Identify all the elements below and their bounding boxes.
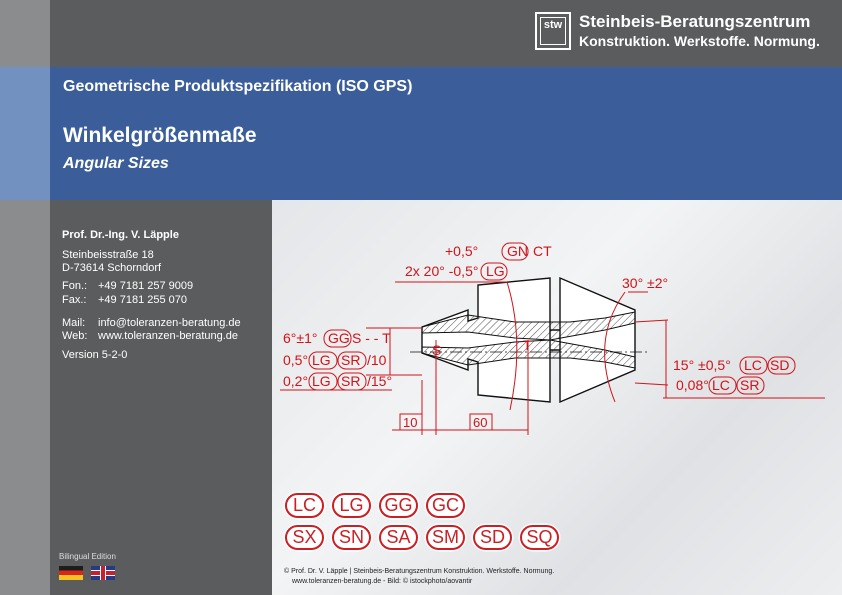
ann-30: 30° ±2° <box>622 275 668 291</box>
left-strip <box>0 0 50 67</box>
city: D-73614 Schorndorf <box>62 262 162 274</box>
street: Steinbeisstraße 18 <box>62 249 154 261</box>
ann-008: 0,08° <box>676 377 709 393</box>
modifier-sd: SD <box>473 525 512 550</box>
edition-label: Bilingual Edition <box>59 552 116 561</box>
dim-60: 60 <box>473 415 487 430</box>
ann-02-lg: LG <box>312 373 331 389</box>
ann-15-lc: LC <box>744 357 762 373</box>
modifier-symbols: LC LG GG GC SX SN SA SM SD SQ <box>285 493 559 557</box>
fax-label: Fax.: <box>62 294 87 306</box>
ann-15-sd: SD <box>770 357 789 373</box>
brand-tagline: Konstruktion. Werkstoffe. Normung. <box>579 33 820 49</box>
web-link[interactable]: www.toleranzen-beratung.de <box>98 330 239 342</box>
left-strip-bottom <box>0 200 50 595</box>
title-banner: Geometrische Produktspezifikation (ISO G… <box>50 67 842 200</box>
author-name: Prof. Dr.-Ing. V. Läpple <box>62 229 179 241</box>
modifier-gc: GC <box>426 493 465 518</box>
ann-15: 15° ±0,5° <box>673 357 731 373</box>
modifier-gg: GG <box>379 493 418 518</box>
brand-name: Steinbeis-Beratungszentrum <box>579 12 811 31</box>
modifier-sa: SA <box>379 525 418 550</box>
ann-gn-value: +0,5° <box>445 243 478 259</box>
logo-mark: stw <box>540 17 566 45</box>
de-flag-icon <box>59 566 83 580</box>
left-strip-blue <box>0 67 50 200</box>
mail-link[interactable]: info@toleranzen-beratung.de <box>98 317 241 329</box>
subtitle: Geometrische Produktspezifikation (ISO G… <box>63 78 413 95</box>
ann-gn: GN <box>507 243 528 259</box>
collet-drawing: +0,5° GN CT 2x 20° -0,5° LG 30° ±2° 6°±1… <box>280 242 825 435</box>
ann-lg: LG <box>486 263 505 279</box>
ann-6: 6°±1° <box>283 330 317 346</box>
ann-05-sr: SR <box>341 352 360 368</box>
mail-label: Mail: <box>62 317 86 329</box>
phone: +49 7181 257 9009 <box>98 280 194 292</box>
ann-05-lg: LG <box>312 352 331 368</box>
ann-05-suffix: /10 <box>367 352 387 368</box>
author-panel: Prof. Dr.-Ing. V. Läpple Steinbeisstraße… <box>50 200 272 595</box>
section-t: T <box>523 337 532 353</box>
modifier-sq: SQ <box>520 525 559 550</box>
ann-ct: CT <box>533 243 552 259</box>
copyright-line: © Prof. Dr. V. Läpple | Steinbeis-Beratu… <box>284 568 555 575</box>
header <box>50 0 842 67</box>
ann-02-suffix: /15° <box>367 373 392 389</box>
ann-lg-top: 2x 20° -0,5° <box>405 263 478 279</box>
modifier-sn: SN <box>332 525 371 550</box>
modifier-lg: LG <box>332 493 371 518</box>
fax: +49 7181 255 070 <box>98 294 188 306</box>
uk-flag-icon <box>91 566 115 580</box>
ann-008-lc: LC <box>712 377 730 393</box>
credit-line: www.toleranzen-beratung.de - Bild: © ist… <box>292 578 473 585</box>
ann-gg: GG <box>328 330 350 346</box>
ann-02: 0,2° <box>283 373 308 389</box>
dim-10: 10 <box>403 415 417 430</box>
web-label: Web: <box>62 330 88 342</box>
version: Version 5-2-0 <box>62 349 128 361</box>
ann-02-sr: SR <box>341 373 360 389</box>
section-s: S <box>432 342 441 358</box>
modifier-sm: SM <box>426 525 465 550</box>
ann-s-to-t: S - - T <box>352 330 391 346</box>
copyright: © Prof. Dr. V. Läpple | Steinbeis-Beratu… <box>284 567 554 587</box>
ann-05: 0,5° <box>283 352 308 368</box>
modifier-lc: LC <box>285 493 324 518</box>
steinbeis-logo: stw Steinbeis-Beratungszentrum Konstrukt… <box>535 12 820 50</box>
ann-008-sr: SR <box>740 377 759 393</box>
phone-label: Fon.: <box>62 280 88 292</box>
modifier-sx: SX <box>285 525 324 550</box>
page-title: Winkelgrößenmaße <box>63 124 257 147</box>
page-title-english: Angular Sizes <box>63 155 169 172</box>
